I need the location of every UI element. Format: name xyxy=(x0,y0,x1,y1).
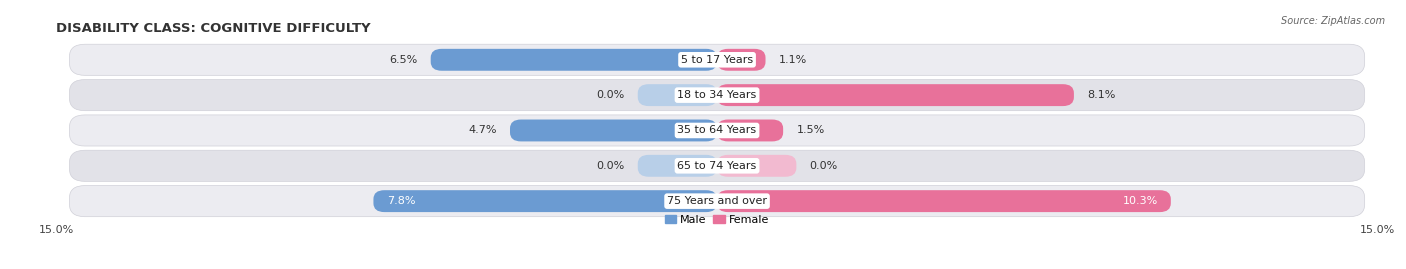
FancyBboxPatch shape xyxy=(69,44,1365,75)
FancyBboxPatch shape xyxy=(510,119,717,141)
FancyBboxPatch shape xyxy=(69,115,1365,146)
FancyBboxPatch shape xyxy=(69,150,1365,181)
Text: 1.5%: 1.5% xyxy=(796,125,824,136)
Text: 5 to 17 Years: 5 to 17 Years xyxy=(681,55,754,65)
FancyBboxPatch shape xyxy=(374,190,717,212)
Text: 18 to 34 Years: 18 to 34 Years xyxy=(678,90,756,100)
Text: 4.7%: 4.7% xyxy=(468,125,496,136)
Text: 0.0%: 0.0% xyxy=(596,161,624,171)
Text: 8.1%: 8.1% xyxy=(1087,90,1115,100)
FancyBboxPatch shape xyxy=(430,49,717,71)
Text: 65 to 74 Years: 65 to 74 Years xyxy=(678,161,756,171)
FancyBboxPatch shape xyxy=(717,49,765,71)
FancyBboxPatch shape xyxy=(717,155,796,177)
Text: 1.1%: 1.1% xyxy=(779,55,807,65)
Text: 35 to 64 Years: 35 to 64 Years xyxy=(678,125,756,136)
Text: 0.0%: 0.0% xyxy=(596,90,624,100)
Text: 6.5%: 6.5% xyxy=(389,55,418,65)
FancyBboxPatch shape xyxy=(638,84,717,106)
FancyBboxPatch shape xyxy=(717,84,1074,106)
Text: 0.0%: 0.0% xyxy=(810,161,838,171)
Text: 7.8%: 7.8% xyxy=(387,196,415,206)
FancyBboxPatch shape xyxy=(69,186,1365,217)
Text: Source: ZipAtlas.com: Source: ZipAtlas.com xyxy=(1281,16,1385,26)
Text: DISABILITY CLASS: COGNITIVE DIFFICULTY: DISABILITY CLASS: COGNITIVE DIFFICULTY xyxy=(56,22,371,35)
Text: 10.3%: 10.3% xyxy=(1122,196,1157,206)
FancyBboxPatch shape xyxy=(638,155,717,177)
Text: 75 Years and over: 75 Years and over xyxy=(666,196,768,206)
FancyBboxPatch shape xyxy=(717,190,1171,212)
FancyBboxPatch shape xyxy=(69,80,1365,111)
FancyBboxPatch shape xyxy=(717,119,783,141)
Legend: Male, Female: Male, Female xyxy=(661,210,773,229)
